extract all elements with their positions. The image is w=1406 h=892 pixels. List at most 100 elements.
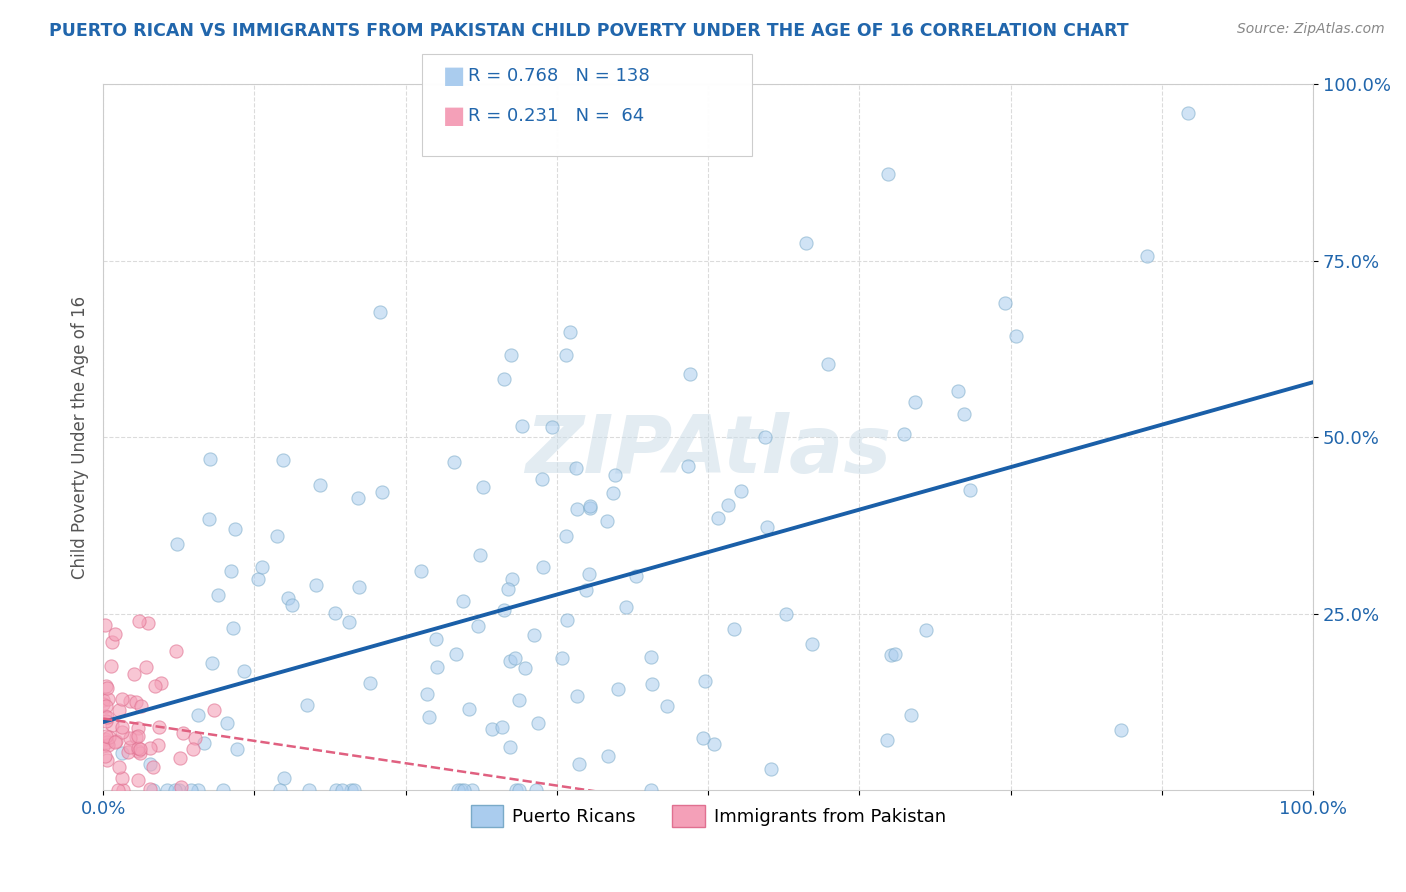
Point <box>481 722 503 736</box>
Point <box>676 459 699 474</box>
Point <box>508 693 530 707</box>
Point <box>370 485 392 500</box>
Point <box>94 709 117 723</box>
Point <box>125 730 148 744</box>
Point <box>149 676 172 690</box>
Point <box>142 783 165 797</box>
Point <box>723 623 745 637</box>
Point <box>568 756 591 771</box>
Point <box>565 460 588 475</box>
Point <box>959 483 981 497</box>
Point <box>330 783 353 797</box>
Point <box>499 739 522 754</box>
Point <box>169 751 191 765</box>
Point <box>759 763 782 777</box>
Point <box>655 699 678 714</box>
Point <box>492 372 515 386</box>
Point <box>946 384 969 398</box>
Point <box>342 783 364 797</box>
Point <box>551 651 574 665</box>
Point <box>817 357 839 371</box>
Point <box>994 296 1017 310</box>
Y-axis label: Child Poverty Under the Age of 16: Child Poverty Under the Age of 16 <box>72 295 89 579</box>
Point <box>524 783 547 797</box>
Point <box>135 660 157 674</box>
Point <box>212 783 235 797</box>
Point <box>219 564 242 578</box>
Point <box>1136 249 1159 263</box>
Point <box>94 618 117 632</box>
Point <box>104 626 127 640</box>
Point <box>703 737 725 751</box>
Text: ■: ■ <box>443 104 465 128</box>
Point <box>180 783 202 797</box>
Point <box>915 624 938 638</box>
Point <box>513 661 536 675</box>
Point <box>308 478 330 492</box>
Point <box>184 731 207 745</box>
Point <box>453 594 475 608</box>
Point <box>579 499 602 513</box>
Point <box>107 783 129 797</box>
Point <box>101 718 124 732</box>
Text: ZIPAtlas: ZIPAtlas <box>524 412 891 491</box>
Point <box>347 491 370 505</box>
Point <box>250 560 273 574</box>
Point <box>499 654 522 668</box>
Point <box>523 628 546 642</box>
Legend: Puerto Ricans, Immigrants from Pakistan: Puerto Ricans, Immigrants from Pakistan <box>464 797 953 834</box>
Point <box>127 744 149 758</box>
Text: Source: ZipAtlas.com: Source: ZipAtlas.com <box>1237 22 1385 37</box>
Point <box>679 368 702 382</box>
Point <box>156 783 179 797</box>
Point <box>527 715 550 730</box>
Point <box>138 782 160 797</box>
Point <box>717 499 740 513</box>
Point <box>221 621 243 635</box>
Point <box>122 667 145 681</box>
Point <box>754 430 776 444</box>
Point <box>880 648 903 663</box>
Point <box>111 724 134 739</box>
Point <box>97 738 120 752</box>
Point <box>558 325 581 339</box>
Point <box>277 591 299 605</box>
Point <box>97 731 120 745</box>
Point <box>139 741 162 756</box>
Point <box>418 710 440 724</box>
Point <box>579 501 602 516</box>
Point <box>349 580 371 594</box>
Point <box>108 760 131 774</box>
Point <box>172 725 194 739</box>
Point <box>136 615 159 630</box>
Point <box>607 681 630 696</box>
Point <box>305 578 328 592</box>
Point <box>603 467 626 482</box>
Point <box>118 740 141 755</box>
Point <box>110 746 132 760</box>
Point <box>96 753 118 767</box>
Point <box>93 748 115 763</box>
Point <box>508 783 530 797</box>
Point <box>446 783 468 797</box>
Point <box>111 771 134 785</box>
Point <box>756 520 779 534</box>
Point <box>340 783 363 797</box>
Point <box>111 720 134 734</box>
Point <box>128 615 150 629</box>
Point <box>425 632 447 646</box>
Point <box>100 659 122 673</box>
Point <box>118 731 141 745</box>
Point <box>96 710 118 724</box>
Point <box>458 702 481 716</box>
Point <box>94 732 117 747</box>
Point <box>166 537 188 551</box>
Point <box>108 703 131 717</box>
Point <box>165 644 187 658</box>
Point <box>450 783 472 797</box>
Point <box>129 742 152 756</box>
Point <box>127 721 149 735</box>
Point <box>614 599 637 614</box>
Point <box>640 677 662 691</box>
Point <box>200 452 222 467</box>
